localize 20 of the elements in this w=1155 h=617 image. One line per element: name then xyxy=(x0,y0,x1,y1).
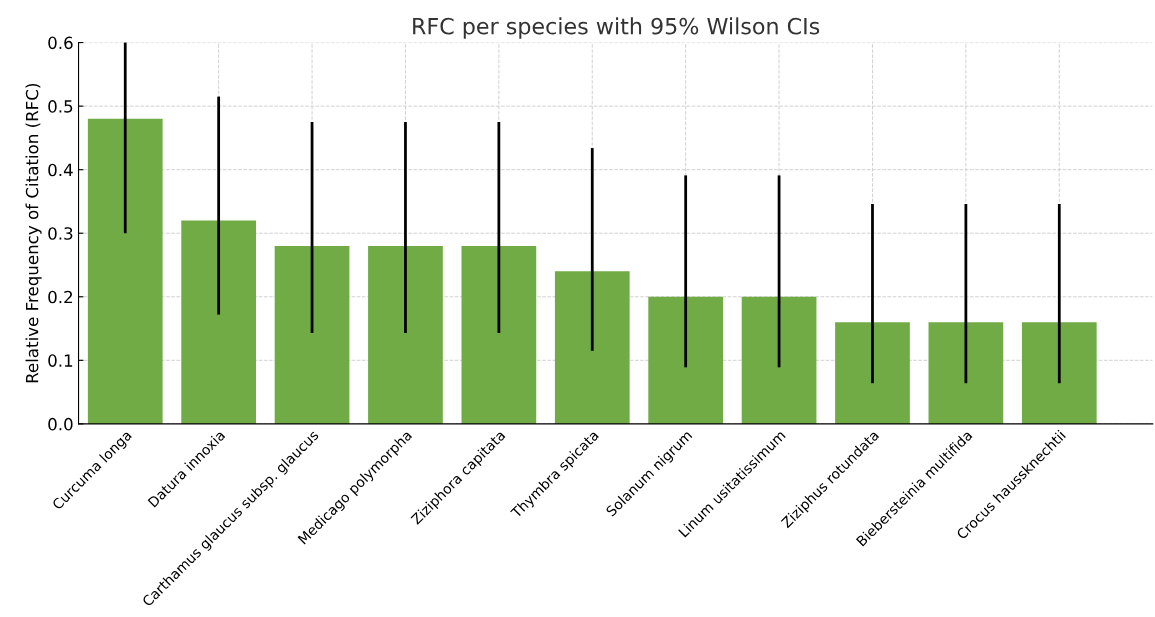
bar xyxy=(461,245,537,424)
bar xyxy=(87,118,163,424)
bar xyxy=(554,271,630,424)
y-tick-label: 0.5 xyxy=(48,100,73,113)
y-tick-label: 0.3 xyxy=(48,227,73,240)
y-tick-label: 0.4 xyxy=(48,163,73,177)
bar xyxy=(928,322,1004,424)
y-tick-label: 0.1 xyxy=(48,354,73,367)
bar xyxy=(648,296,724,424)
bar xyxy=(835,322,910,424)
bar xyxy=(181,220,257,424)
bar xyxy=(741,296,817,424)
y-tick-label: 0.6 xyxy=(48,36,73,50)
y-axis-title: Relative Frequency of Citation (RFC) xyxy=(25,84,42,383)
bar xyxy=(368,245,443,424)
bar xyxy=(1021,322,1097,424)
chart-title: RFC per species with 95% Wilson CIs xyxy=(413,17,820,39)
bar xyxy=(274,245,350,424)
y-tick-label: 0.0 xyxy=(48,417,73,431)
y-tick-label: 0.2 xyxy=(48,290,73,304)
